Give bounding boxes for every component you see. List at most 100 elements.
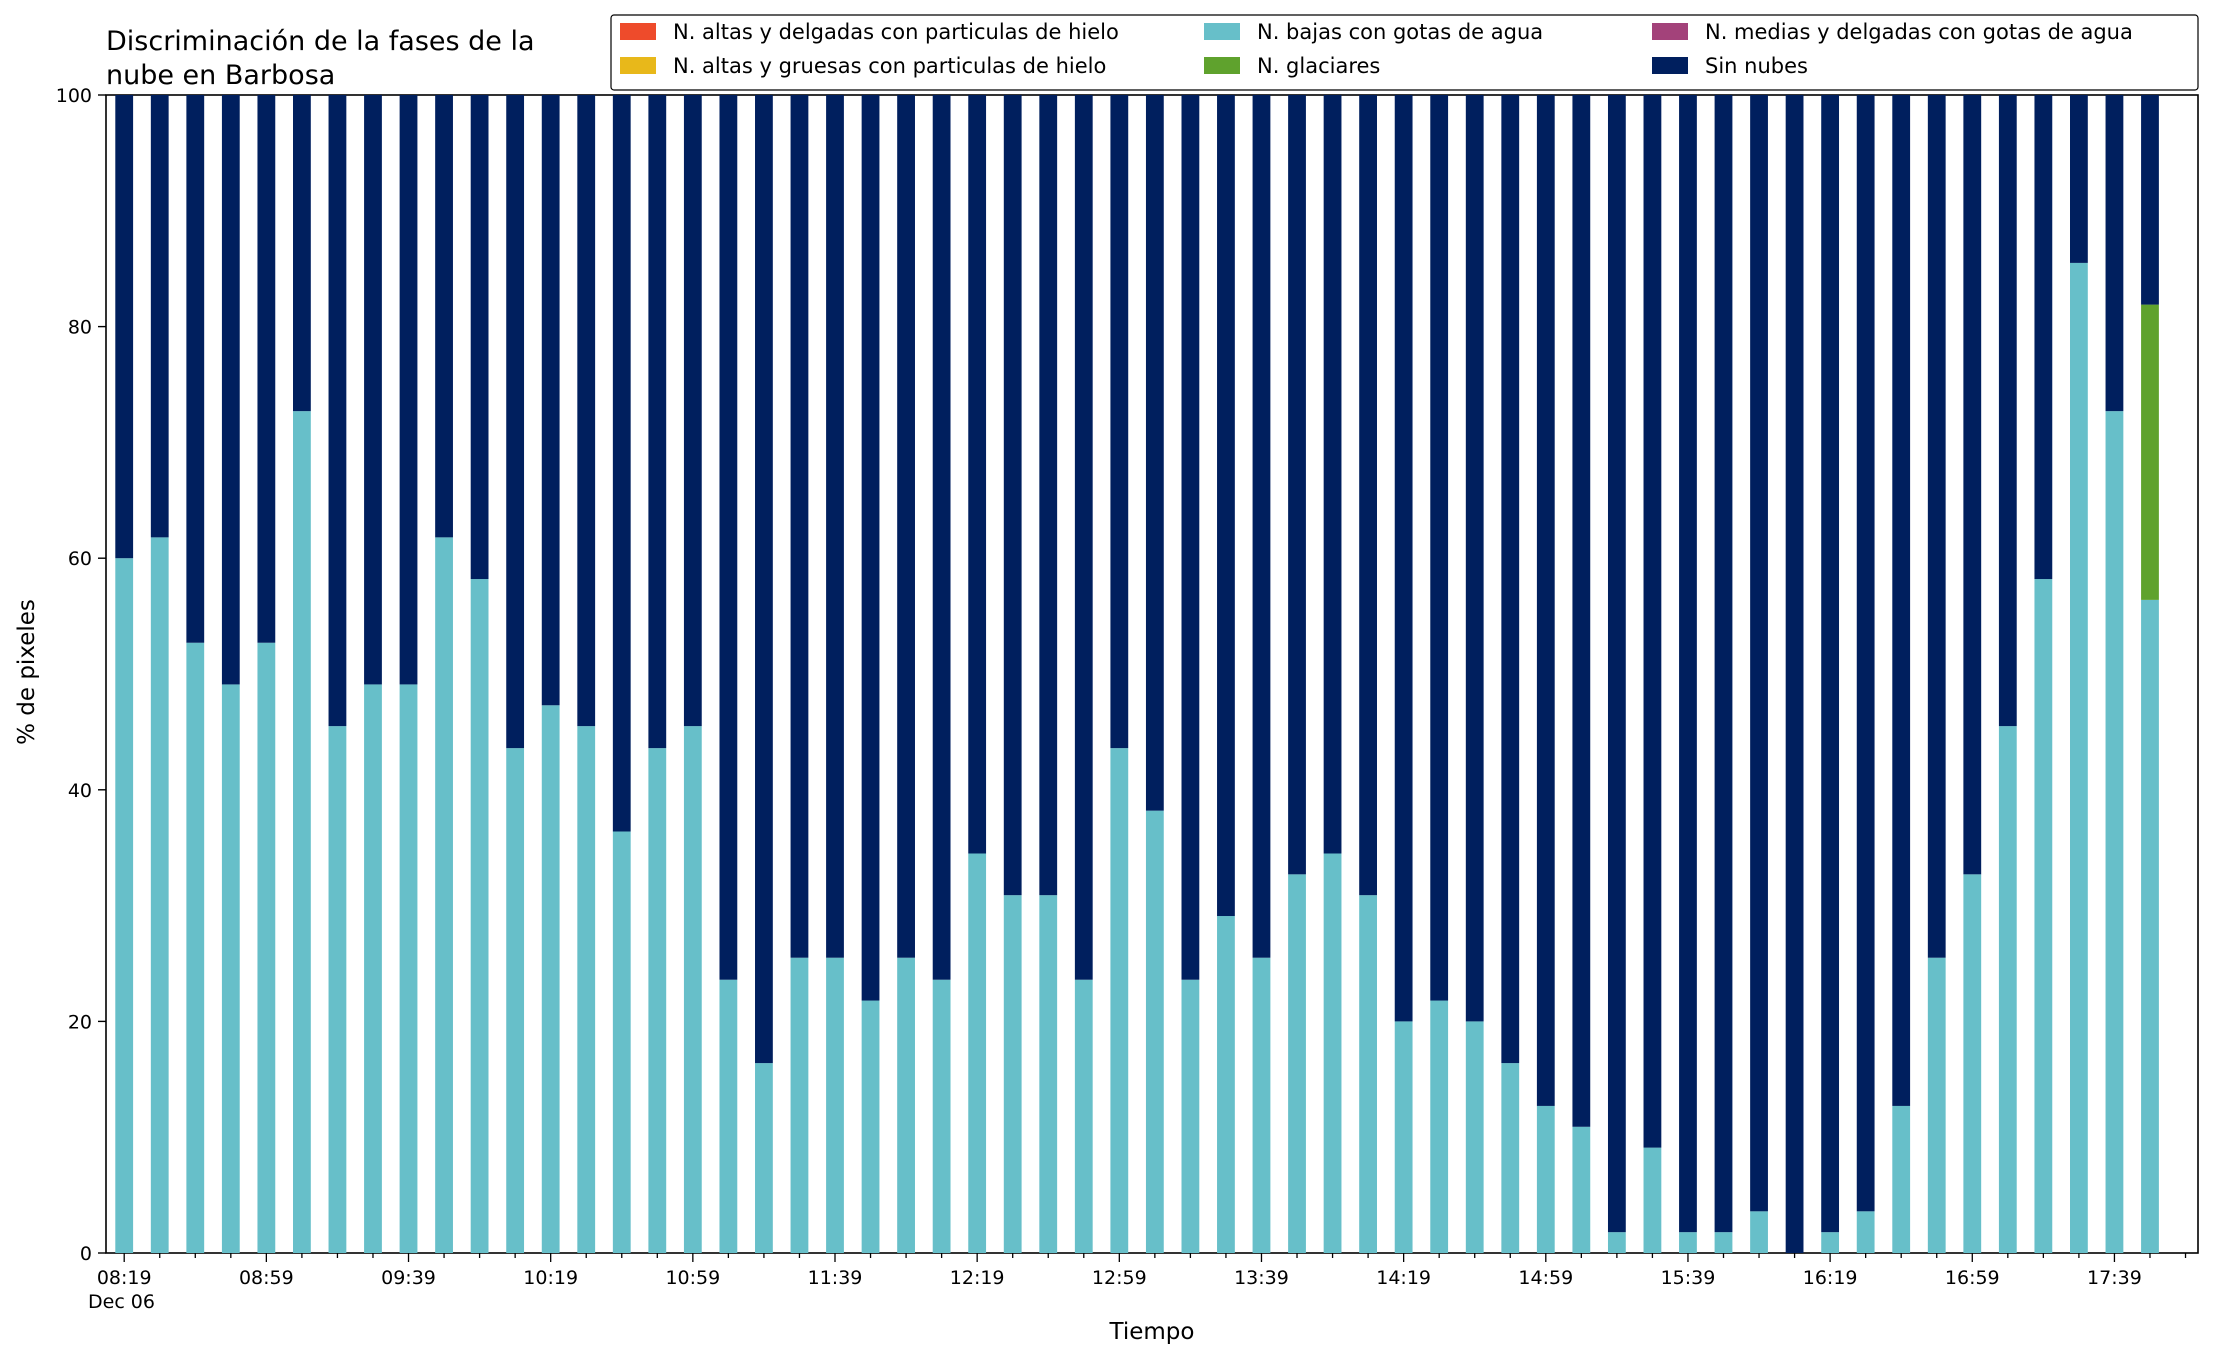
bar-segment-15:29-s2 bbox=[1643, 1147, 1662, 1253]
bar-segment-12:39-s2 bbox=[1039, 895, 1058, 1253]
y-tick-label: 100 bbox=[56, 85, 92, 107]
bar-segment-10:39-s2 bbox=[612, 831, 631, 1253]
bar-segment-15:19-s2 bbox=[1607, 1232, 1626, 1253]
bar-segment-10:19-s2 bbox=[541, 705, 560, 1253]
bar-segment-16:19-s5 bbox=[1821, 95, 1840, 1233]
bar-segment-14:39-s5 bbox=[1465, 95, 1484, 1022]
y-axis-label: % de pixeles bbox=[14, 599, 40, 745]
bar-segment-13:29-s2 bbox=[1217, 916, 1235, 1253]
bar-segment-13:19-s5 bbox=[1181, 95, 1200, 980]
legend-label: Sin nubes bbox=[1705, 54, 1808, 78]
bar-segment-17:49-s3 bbox=[2141, 304, 2159, 600]
bar-segment-08:39-s5 bbox=[186, 95, 205, 643]
bar-segment-11:19-s2 bbox=[755, 1063, 773, 1253]
bar-segment-09:59-s5 bbox=[470, 95, 489, 580]
bar-segment-16:19-s2 bbox=[1821, 1232, 1840, 1253]
bar-segment-11:29-s2 bbox=[790, 957, 809, 1253]
bar-segment-14:09-s5 bbox=[1359, 95, 1377, 896]
bar-segment-08:49-s5 bbox=[221, 95, 240, 685]
bar-segment-11:19-s5 bbox=[755, 95, 773, 1064]
bar-segment-16:29-s2 bbox=[1856, 1211, 1875, 1253]
bar-segment-11:09-s5 bbox=[719, 95, 738, 980]
bar-segment-15:59-s5 bbox=[1750, 95, 1768, 1212]
bar-segment-14:59-s5 bbox=[1536, 95, 1555, 1106]
bar-segment-10:49-s2 bbox=[648, 748, 667, 1253]
bar-segment-13:39-s5 bbox=[1252, 95, 1271, 958]
bar-segment-12:29-s2 bbox=[1003, 895, 1022, 1253]
bar-segment-13:59-s2 bbox=[1323, 853, 1342, 1253]
bar-segment-08:59-s2 bbox=[257, 642, 276, 1253]
bar-segment-09:09-s5 bbox=[293, 95, 311, 412]
bar-segment-13:09-s2 bbox=[1145, 810, 1164, 1253]
bar-segment-15:39-s5 bbox=[1679, 95, 1697, 1233]
x-tick-label: 10:59 bbox=[665, 1267, 720, 1289]
bar-segment-08:29-s5 bbox=[150, 95, 169, 538]
bar-segment-08:49-s2 bbox=[221, 684, 240, 1253]
bar-segment-14:39-s2 bbox=[1465, 1021, 1484, 1253]
date-label: Dec 06 bbox=[88, 1291, 155, 1313]
bar-segment-15:49-s5 bbox=[1714, 95, 1733, 1233]
bar-segment-14:49-s2 bbox=[1501, 1063, 1520, 1253]
chart-title-line1: Discriminación de la fases de la bbox=[106, 26, 535, 57]
bar-segment-17:09-s5 bbox=[1998, 95, 2017, 727]
bar-segment-16:29-s5 bbox=[1856, 95, 1875, 1212]
bar-segment-12:19-s5 bbox=[968, 95, 987, 854]
x-tick-label: 08:19 bbox=[97, 1267, 152, 1289]
bar-segment-15:49-s2 bbox=[1714, 1232, 1733, 1253]
bar-segment-09:19-s5 bbox=[328, 95, 347, 727]
bar-segment-13:09-s5 bbox=[1145, 95, 1164, 811]
bar-segment-17:29-s5 bbox=[2070, 95, 2088, 263]
bar-segment-11:09-s2 bbox=[719, 979, 738, 1253]
y-tick-label: 60 bbox=[68, 548, 92, 570]
legend-swatch bbox=[620, 57, 656, 74]
bar-segment-12:29-s5 bbox=[1003, 95, 1022, 896]
bar-segment-13:19-s2 bbox=[1181, 979, 1200, 1253]
bar-segment-17:49-s5 bbox=[2141, 95, 2159, 305]
bar-segment-10:19-s5 bbox=[541, 95, 560, 706]
bar-segment-09:59-s2 bbox=[470, 579, 489, 1253]
legend-swatch bbox=[620, 23, 656, 40]
bar-segment-12:59-s2 bbox=[1110, 748, 1129, 1253]
legend-box bbox=[610, 14, 2199, 91]
legend-label: N. altas y gruesas con particulas de hie… bbox=[673, 54, 1106, 78]
bar-segment-15:39-s2 bbox=[1679, 1232, 1697, 1253]
bar-segment-12:19-s2 bbox=[968, 853, 987, 1253]
bar-segment-17:19-s5 bbox=[2034, 95, 2053, 580]
bar-segment-08:19-s2 bbox=[115, 558, 134, 1253]
bar-segment-11:39-s5 bbox=[826, 95, 844, 958]
legend-label: N. altas y delgadas con particulas de hi… bbox=[673, 20, 1119, 44]
x-tick-label: 08:59 bbox=[239, 1267, 294, 1289]
bar-segment-16:49-s2 bbox=[1927, 957, 1946, 1253]
bar-segment-11:59-s2 bbox=[897, 957, 915, 1253]
legend-swatch bbox=[1652, 57, 1688, 74]
bar-segment-13:39-s2 bbox=[1252, 957, 1271, 1253]
bar-segment-10:39-s5 bbox=[612, 95, 631, 832]
bar-segment-09:19-s2 bbox=[328, 726, 347, 1253]
x-axis: 08:19 08:59 09:39 10:19 10:59 11:39 12:19 12:59… bbox=[97, 1253, 2187, 1289]
bar-segment-16:59-s2 bbox=[1963, 874, 1982, 1253]
legend-swatch bbox=[1204, 57, 1240, 74]
bar-segment-14:29-s5 bbox=[1430, 95, 1449, 1001]
bar-segment-17:19-s2 bbox=[2034, 579, 2053, 1253]
bar-segment-15:09-s5 bbox=[1572, 95, 1591, 1127]
bar-segment-12:39-s5 bbox=[1039, 95, 1058, 896]
x-tick-label: 14:59 bbox=[1518, 1267, 1573, 1289]
legend-label: N. medias y delgadas con gotas de agua bbox=[1705, 20, 2133, 44]
x-tick-label: 16:59 bbox=[1945, 1267, 2000, 1289]
y-tick-label: 40 bbox=[68, 780, 92, 802]
bar-segment-08:29-s2 bbox=[150, 537, 169, 1253]
bar-segment-17:09-s2 bbox=[1998, 726, 2017, 1253]
bar-segment-12:59-s5 bbox=[1110, 95, 1129, 749]
bar-segment-14:09-s2 bbox=[1359, 895, 1377, 1253]
legend: N. altas y delgadas con particulas de hi… bbox=[610, 14, 2199, 91]
bar-segment-17:39-s5 bbox=[2105, 95, 2124, 412]
bar-segment-12:09-s5 bbox=[932, 95, 951, 980]
bar-segment-11:39-s2 bbox=[826, 957, 844, 1253]
legend-swatch bbox=[1204, 23, 1240, 40]
chart-title-line2: nube en Barbosa bbox=[106, 60, 335, 91]
bar-segment-09:49-s2 bbox=[435, 537, 453, 1253]
bar-segment-17:39-s2 bbox=[2105, 411, 2124, 1253]
x-tick-label: 11:39 bbox=[808, 1267, 863, 1289]
legend-label: N. glaciares bbox=[1257, 54, 1380, 78]
bar-segment-16:39-s2 bbox=[1892, 1105, 1911, 1253]
